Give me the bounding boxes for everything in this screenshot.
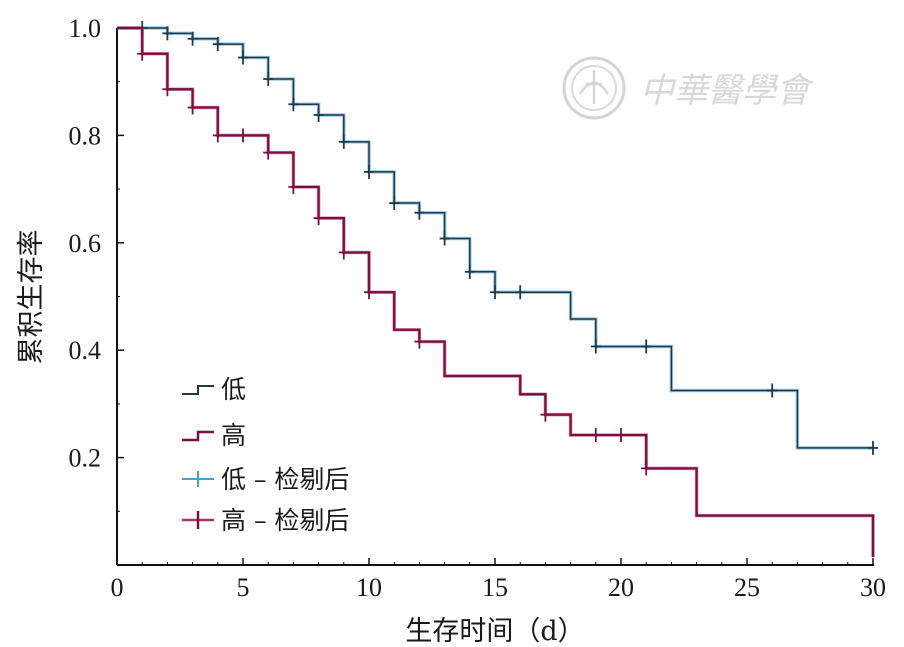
watermark-text: 中華醫學會 bbox=[640, 71, 815, 111]
x-tick-label: 0 bbox=[111, 573, 124, 602]
censor-mark-low bbox=[288, 97, 299, 112]
y-tick-label: 0.6 bbox=[69, 229, 102, 258]
censor-mark-high bbox=[137, 46, 148, 61]
censor-mark-low bbox=[263, 72, 274, 87]
censor-mark-low bbox=[162, 26, 173, 41]
legend-label-low: 低 bbox=[221, 375, 246, 404]
x-tick-label: 15 bbox=[482, 573, 508, 602]
censor-mark-high bbox=[641, 461, 652, 476]
x-axis-title: 生存时间（d） bbox=[405, 616, 584, 647]
censor-mark-low bbox=[212, 37, 223, 52]
censor-mark-low bbox=[868, 440, 878, 455]
y-tick-label: 1.0 bbox=[69, 14, 102, 43]
cma-seal-icon bbox=[562, 56, 626, 120]
x-tick-label: 20 bbox=[608, 573, 634, 602]
censor-mark-low bbox=[187, 31, 198, 46]
legend-label-high-censored: 高 – 检剔后 bbox=[221, 506, 349, 535]
censor-mark-low bbox=[439, 231, 450, 246]
censor-mark-low bbox=[238, 50, 248, 65]
censor-mark-high bbox=[187, 100, 198, 115]
x-tick-label: 25 bbox=[734, 573, 760, 602]
y-tick-label: 0.4 bbox=[69, 336, 102, 365]
legend-label-low-censored: 低 – 检剔后 bbox=[221, 465, 349, 494]
censor-mark-high bbox=[162, 82, 173, 97]
legend-label-high: 高 bbox=[221, 421, 246, 450]
censor-mark-low bbox=[590, 339, 601, 354]
x-ticks: 0 5 10 15 20 25 30 bbox=[111, 558, 886, 602]
y-ticks: 0.2 0.4 0.6 0.8 1.0 bbox=[69, 14, 124, 512]
axes: 0 5 10 15 20 25 30 0.2 0.4 0.6 0.8 1.0 bbox=[69, 14, 887, 602]
censor-mark-high bbox=[313, 211, 324, 226]
legend: 低 高 低 – 检剔后 高 – 检剔后 bbox=[182, 375, 349, 535]
censor-mark-low bbox=[414, 205, 425, 220]
censor-mark-high bbox=[414, 334, 425, 349]
legend-swatch-high bbox=[182, 430, 214, 442]
censor-mark-low bbox=[641, 339, 652, 354]
legend-swatch-low bbox=[182, 385, 214, 395]
censor-mark-high bbox=[212, 128, 223, 143]
y-axis-title: 累积生存率 bbox=[16, 230, 47, 365]
censor-mark-high bbox=[238, 128, 248, 143]
censor-mark-low bbox=[338, 134, 349, 149]
series-layer bbox=[117, 21, 878, 557]
censor-mark-low bbox=[767, 383, 778, 398]
censor-mark-low bbox=[313, 107, 324, 122]
y-tick-label: 0.2 bbox=[69, 444, 102, 473]
censor-mark-high bbox=[616, 428, 626, 443]
x-tick-label: 5 bbox=[237, 573, 250, 602]
x-tick-label: 10 bbox=[356, 573, 382, 602]
y-tick-label: 0.8 bbox=[69, 121, 102, 150]
censor-mark-high bbox=[540, 407, 551, 422]
x-tick-label: 30 bbox=[860, 573, 886, 602]
censor-mark-low bbox=[464, 264, 475, 279]
watermark: 中華醫學會 bbox=[562, 56, 815, 120]
legend-item-low-censored: 低 – 检剔后 bbox=[182, 465, 349, 494]
censor-mark-high bbox=[338, 245, 349, 260]
censor-mark-low bbox=[389, 196, 400, 211]
legend-item-high-censored: 高 – 检剔后 bbox=[182, 506, 349, 535]
censor-mark-high bbox=[288, 179, 299, 194]
censor-mark-high bbox=[263, 145, 274, 160]
legend-item-low: 低 bbox=[182, 375, 246, 404]
legend-item-high: 高 bbox=[182, 421, 246, 450]
censor-mark-low bbox=[490, 285, 500, 300]
censor-mark-high bbox=[364, 285, 374, 300]
censor-mark-high bbox=[590, 428, 601, 443]
censor-mark-low bbox=[364, 164, 374, 179]
censor-mark-low bbox=[515, 285, 526, 300]
